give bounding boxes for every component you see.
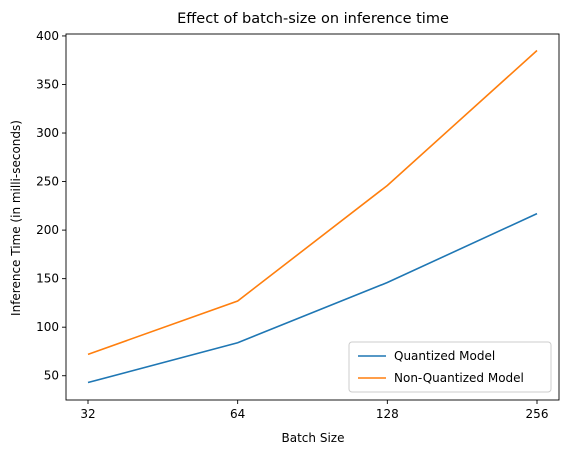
y-tick-label: 150 [36, 272, 59, 286]
legend: Quantized Model Non-Quantized Model [348, 341, 552, 393]
y-tick-label: 300 [36, 126, 59, 140]
y-tick-label: 400 [36, 29, 59, 43]
y-tick-label: 350 [36, 77, 59, 91]
x-tick-label: 256 [526, 407, 549, 421]
legend-label: Non-Quantized Model [394, 371, 524, 385]
plot-frame [65, 33, 560, 401]
y-tick-label: 200 [36, 223, 59, 237]
y-axis-label: Inference Time (in milli-seconds) [9, 120, 23, 316]
y-tick-label: 250 [36, 175, 59, 189]
series-line-2 [87, 49, 538, 356]
x-tick-label: 128 [376, 407, 399, 421]
plot-area [65, 33, 560, 401]
y-tick-label: 50 [44, 369, 59, 383]
x-axis-label: Batch Size [282, 431, 345, 445]
legend-label: Quantized Model [394, 349, 495, 363]
legend-box [348, 341, 552, 393]
x-tick-label: 32 [80, 407, 95, 421]
y-axis: 50 100 150 200 250 300 350 400 [36, 29, 66, 383]
series-line-1 [87, 212, 538, 384]
chart-title: Effect of batch-size on inference time [177, 11, 449, 27]
x-tick-label: 64 [230, 407, 245, 421]
x-axis: 32 64 128 256 [80, 400, 548, 421]
y-tick-label: 100 [36, 320, 59, 334]
